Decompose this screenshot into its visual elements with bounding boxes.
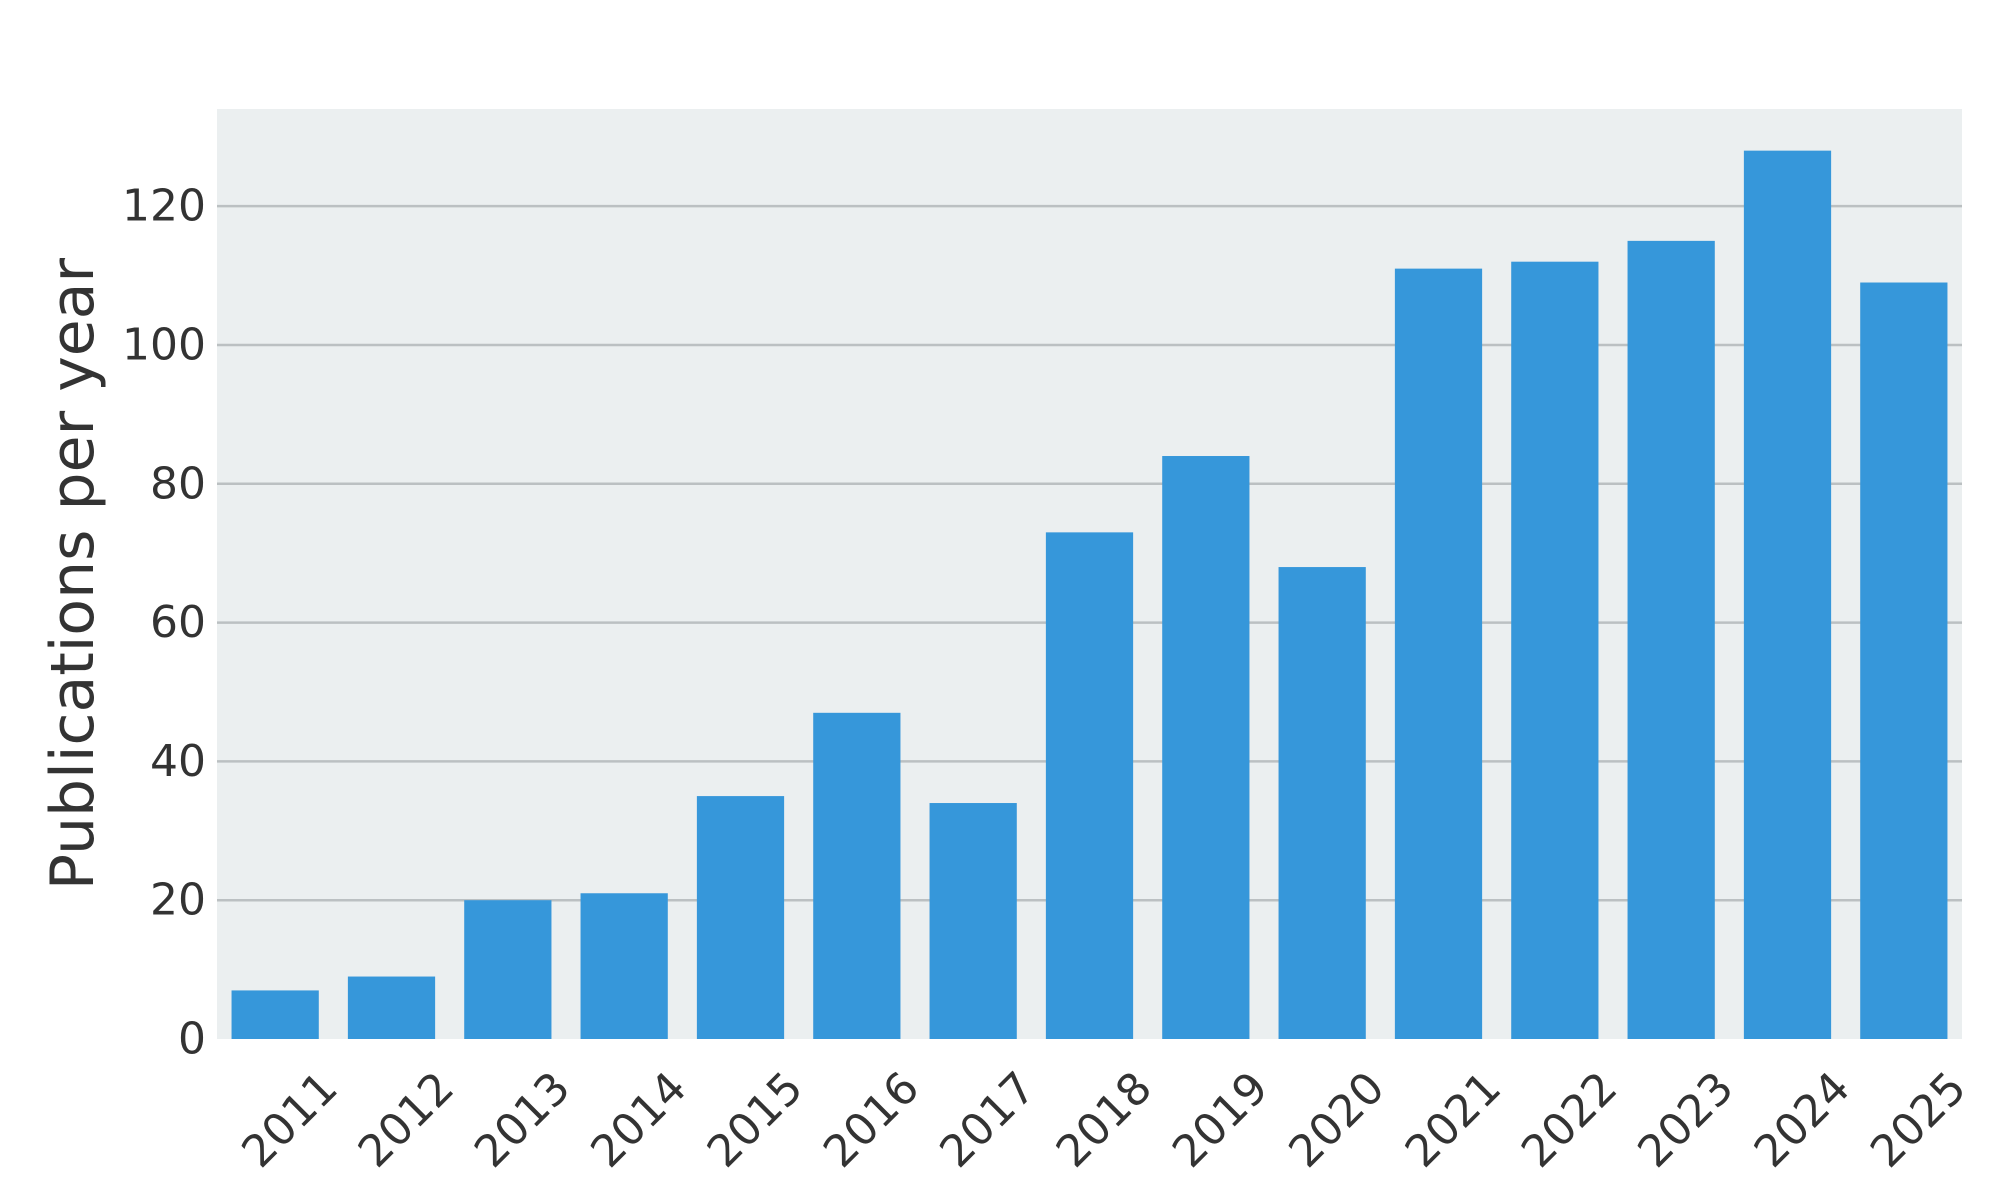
x-tick-label-2024: 2024: [1745, 1062, 1860, 1177]
x-tick-label-2018: 2018: [1047, 1062, 1162, 1177]
x-tick-label-2014: 2014: [581, 1062, 696, 1177]
x-tick-label-2020: 2020: [1279, 1062, 1394, 1177]
y-tick-label-40: 40: [150, 736, 206, 787]
bar-2021: [1394, 268, 1483, 1040]
x-tick-label-2013: 2013: [465, 1062, 580, 1177]
x-tick-label-2023: 2023: [1628, 1062, 1743, 1177]
bar-2020: [1278, 567, 1366, 1039]
bars: [231, 150, 1948, 1040]
bar-2013: [464, 900, 552, 1039]
y-tick-label-100: 100: [122, 319, 206, 370]
y-tick-label-20: 20: [150, 875, 206, 926]
x-tick-label-2022: 2022: [1512, 1062, 1627, 1177]
x-tick-label-2015: 2015: [698, 1062, 813, 1177]
x-tick-label-2016: 2016: [814, 1062, 929, 1177]
x-tick-label-2017: 2017: [930, 1062, 1045, 1177]
bar-2015: [696, 796, 785, 1039]
x-tick-labels: 2011 2012 2013 2014 2015 2016 2017 2018 2019 2020…: [232, 1062, 1976, 1177]
y-tick-label-80: 80: [150, 458, 206, 509]
bar-2023: [1627, 240, 1715, 1040]
bar-2014: [580, 893, 668, 1039]
x-tick-label-2019: 2019: [1163, 1062, 1278, 1177]
bar-2025: [1860, 282, 1948, 1040]
bar-2024: [1743, 150, 1832, 1039]
y-tick-label-60: 60: [150, 597, 206, 648]
y-tick-label-0: 0: [178, 1014, 206, 1065]
bar-2019: [1162, 456, 1250, 1040]
bar-2017: [929, 803, 1017, 1039]
bar-2012: [347, 976, 436, 1039]
x-tick-label-2025: 2025: [1861, 1062, 1976, 1177]
bar-2022: [1511, 261, 1599, 1040]
bar-2018: [1045, 532, 1134, 1039]
bar-2011: [231, 990, 319, 1039]
x-tick-label-2011: 2011: [232, 1062, 347, 1177]
x-tick-label-2012: 2012: [349, 1062, 464, 1177]
bar-2016: [813, 712, 901, 1039]
y-tick-label-120: 120: [122, 181, 206, 232]
x-tick-label-2021: 2021: [1396, 1062, 1511, 1177]
y-tick-labels: 0 20 40 60 80 100 120: [122, 181, 206, 1065]
y-axis-label: Publications per year: [38, 258, 108, 891]
